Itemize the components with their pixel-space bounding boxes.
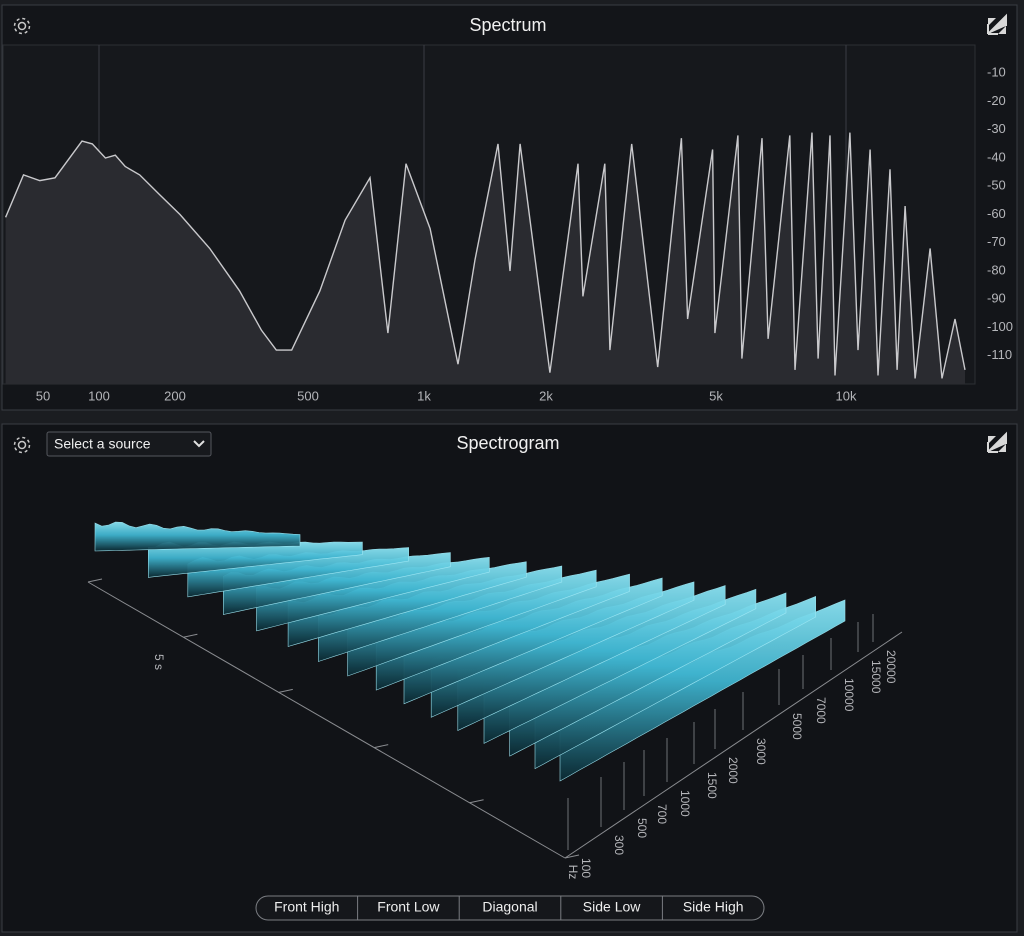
freq-tick-label: 100 <box>579 858 593 878</box>
freq-tick-label: 1500 <box>705 772 719 799</box>
x-tick-label: 5k <box>709 388 723 403</box>
spectrum-line <box>4 132 966 379</box>
freq-unit: Hz <box>566 865 580 880</box>
axis-tick <box>278 688 293 693</box>
freq-tick-label: 5000 <box>790 713 804 740</box>
spectrum-area <box>5 132 966 384</box>
axis-tick <box>564 854 580 859</box>
freq-tick-label: 10000 <box>842 678 856 712</box>
y-tick-label: -80 <box>987 262 1006 277</box>
view-button[interactable]: Side Low <box>583 899 641 915</box>
freq-axis <box>564 631 903 859</box>
expand-icon[interactable] <box>987 431 1007 453</box>
y-tick-label: -100 <box>987 319 1013 334</box>
settings-icon[interactable] <box>13 436 31 454</box>
button-group <box>255 895 765 921</box>
freq-tick-label: 500 <box>635 818 649 838</box>
y-tick-label: -70 <box>987 234 1006 249</box>
freq-tick-label: 20000 <box>884 650 898 684</box>
y-tick-label: -20 <box>987 93 1006 108</box>
ridge <box>94 521 301 552</box>
axis-tick <box>374 744 389 749</box>
view-button[interactable]: Front Low <box>377 899 440 915</box>
x-tick-label: 50 <box>36 388 50 403</box>
y-tick-label: -60 <box>987 206 1006 221</box>
axis-tick <box>183 633 198 638</box>
x-tick-label: 500 <box>297 388 319 403</box>
panel-title: Spectrum <box>469 15 546 35</box>
y-tick-label: -30 <box>987 121 1006 136</box>
freq-tick-label: 1000 <box>678 790 692 817</box>
y-tick-label: -40 <box>987 149 1006 164</box>
x-tick-label: 1k <box>417 388 431 403</box>
y-tick-label: -50 <box>987 178 1006 193</box>
view-button[interactable]: Side High <box>683 899 744 915</box>
freq-tick-label: 15000 <box>869 660 883 694</box>
y-tick-label: -110 <box>987 347 1012 362</box>
view-button[interactable]: Front High <box>274 899 339 915</box>
axis-tick <box>469 799 484 804</box>
view-button[interactable]: Diagonal <box>482 899 537 915</box>
panel-title: Spectrogram <box>456 433 559 453</box>
x-tick-label: 2k <box>539 388 553 403</box>
x-tick-label: 100 <box>88 388 110 403</box>
x-tick-label: 200 <box>164 388 186 403</box>
freq-tick-label: 7000 <box>814 697 828 724</box>
spectrogram-surface <box>94 521 846 782</box>
y-tick-label: -90 <box>987 291 1006 306</box>
time-axis <box>87 581 566 859</box>
settings-icon[interactable] <box>13 17 31 35</box>
source-select[interactable]: Select a source <box>46 431 212 457</box>
axis-tick <box>87 578 103 583</box>
freq-tick-label: 2000 <box>726 757 740 784</box>
freq-tick-label: 300 <box>612 835 626 855</box>
y-tick-label: -10 <box>987 65 1006 80</box>
expand-icon[interactable] <box>987 13 1007 35</box>
x-tick-label: 10k <box>836 388 857 403</box>
time-label: 5 s <box>152 654 166 670</box>
freq-tick-label: 3000 <box>754 738 768 765</box>
select-label: Select a source <box>54 436 151 452</box>
freq-tick-label: 700 <box>655 804 669 824</box>
